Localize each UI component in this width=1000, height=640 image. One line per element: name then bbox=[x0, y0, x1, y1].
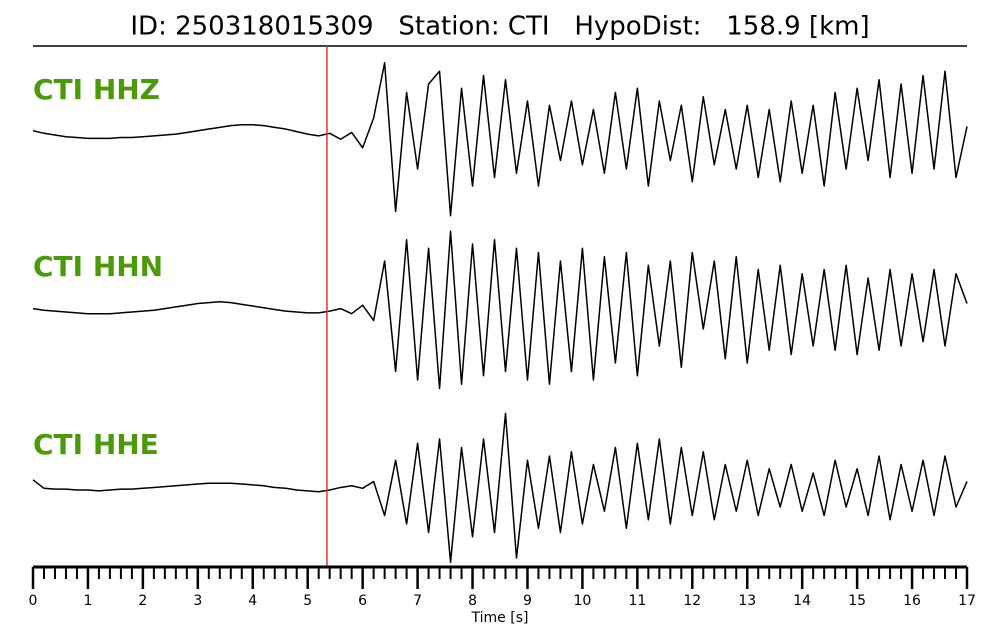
x-tick-label: 9 bbox=[523, 593, 532, 609]
x-tick-label: 0 bbox=[29, 593, 38, 609]
x-tick-label: 15 bbox=[848, 593, 866, 609]
chart-title: ID: 250318015309 Station: CTI HypoDist: … bbox=[130, 12, 869, 42]
x-tick-label: 6 bbox=[358, 593, 367, 609]
channel-label: CTI HHE bbox=[33, 428, 159, 461]
channel-label: CTI HHZ bbox=[33, 73, 160, 106]
x-tick-label: 12 bbox=[683, 593, 701, 609]
waveform bbox=[32, 412, 968, 563]
x-tick-label: 7 bbox=[413, 593, 422, 609]
x-tick-label: 14 bbox=[793, 593, 811, 609]
x-tick-label: 11 bbox=[628, 593, 646, 609]
waveform bbox=[32, 62, 968, 217]
x-tick-label: 13 bbox=[738, 593, 756, 609]
x-tick-label: 8 bbox=[468, 593, 477, 609]
x-tick-label: 4 bbox=[248, 593, 257, 609]
x-tick-label: 2 bbox=[138, 593, 147, 609]
x-tick-label: 1 bbox=[83, 593, 92, 609]
channel-label: CTI HHN bbox=[33, 250, 163, 283]
waveform bbox=[32, 230, 968, 390]
x-axis-label: Time [s] bbox=[471, 610, 529, 626]
x-tick-label: 10 bbox=[573, 593, 591, 609]
x-tick-label: 17 bbox=[958, 593, 976, 609]
x-tick-label: 3 bbox=[193, 593, 202, 609]
x-tick-label: 16 bbox=[903, 593, 921, 609]
x-tick-label: 5 bbox=[303, 593, 312, 609]
